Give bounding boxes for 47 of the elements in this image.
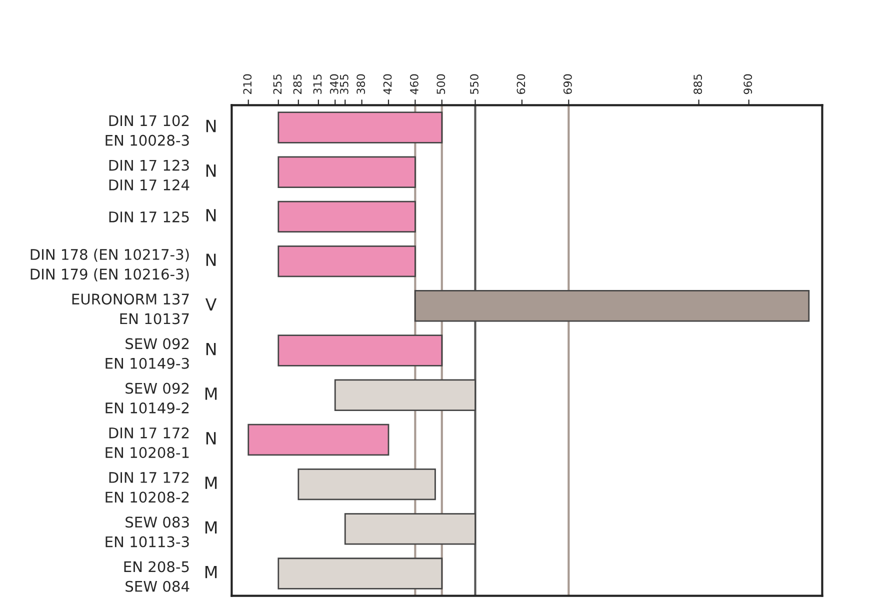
bar <box>334 379 476 411</box>
x-tick-label: 960 <box>744 74 752 94</box>
bar <box>278 558 443 590</box>
bar <box>278 200 416 233</box>
text: M <box>205 521 217 534</box>
bar <box>278 245 416 278</box>
y-tick-label: DIN 17 125 <box>109 211 189 222</box>
text: N <box>206 209 216 222</box>
text: M <box>205 566 217 578</box>
x-tick-label: 460 <box>410 74 418 94</box>
text: N <box>206 120 216 132</box>
x-tick-label: 340 <box>330 74 338 94</box>
bar <box>278 112 443 144</box>
text: M <box>205 476 217 489</box>
text: N <box>206 432 216 444</box>
x-tick-label: 500 <box>436 74 446 94</box>
y-tick-label: DIN 178 (EN 10217-3) DIN 179 (EN 10216-3) <box>30 248 189 282</box>
text: M <box>205 388 217 400</box>
x-tick-label: 255 <box>273 74 282 94</box>
x-tick-label: 690 <box>563 74 572 94</box>
text: V <box>205 298 217 311</box>
x-tick-label: 550 <box>470 74 478 94</box>
y-tick-label: DIN 17 102 EN 10028-3 <box>106 115 189 146</box>
y-tick-label: SEW 092 EN 10149-3 <box>106 338 189 369</box>
x-tick-label: 355 <box>340 74 348 94</box>
y-tick-label: EURONORM 137 EN 10137 <box>72 294 189 324</box>
bar <box>344 513 476 545</box>
x-tick-label: 210 <box>243 74 252 94</box>
x-tick-label: 620 <box>516 74 526 94</box>
text: N <box>206 342 216 356</box>
y-tick-label: DIN 17 172 EN 10208-2 <box>106 472 189 503</box>
y-tick-label: EN 208-5 SEW 084 <box>124 561 190 592</box>
text: N <box>206 164 216 177</box>
x-tick-label: 885 <box>694 74 702 94</box>
y-tick-label: DIN 17 123 DIN 17 124 <box>109 160 190 190</box>
bar <box>278 334 443 366</box>
bar <box>278 156 416 188</box>
text: N <box>206 254 216 266</box>
x-tick-label: 420 <box>383 74 392 94</box>
bar <box>298 468 436 500</box>
x-tick-label: 380 <box>356 74 366 94</box>
y-tick-label: SEW 092 EN 10149-2 <box>106 382 189 414</box>
x-tick-label: 315 <box>313 74 322 94</box>
bar <box>248 424 390 456</box>
x-tick-label: 285 <box>293 74 302 94</box>
y-tick-label: DIN 17 172 EN 10208-1 <box>106 427 189 458</box>
y-tick-label: SEW 083 EN 10113-3 <box>106 516 189 548</box>
